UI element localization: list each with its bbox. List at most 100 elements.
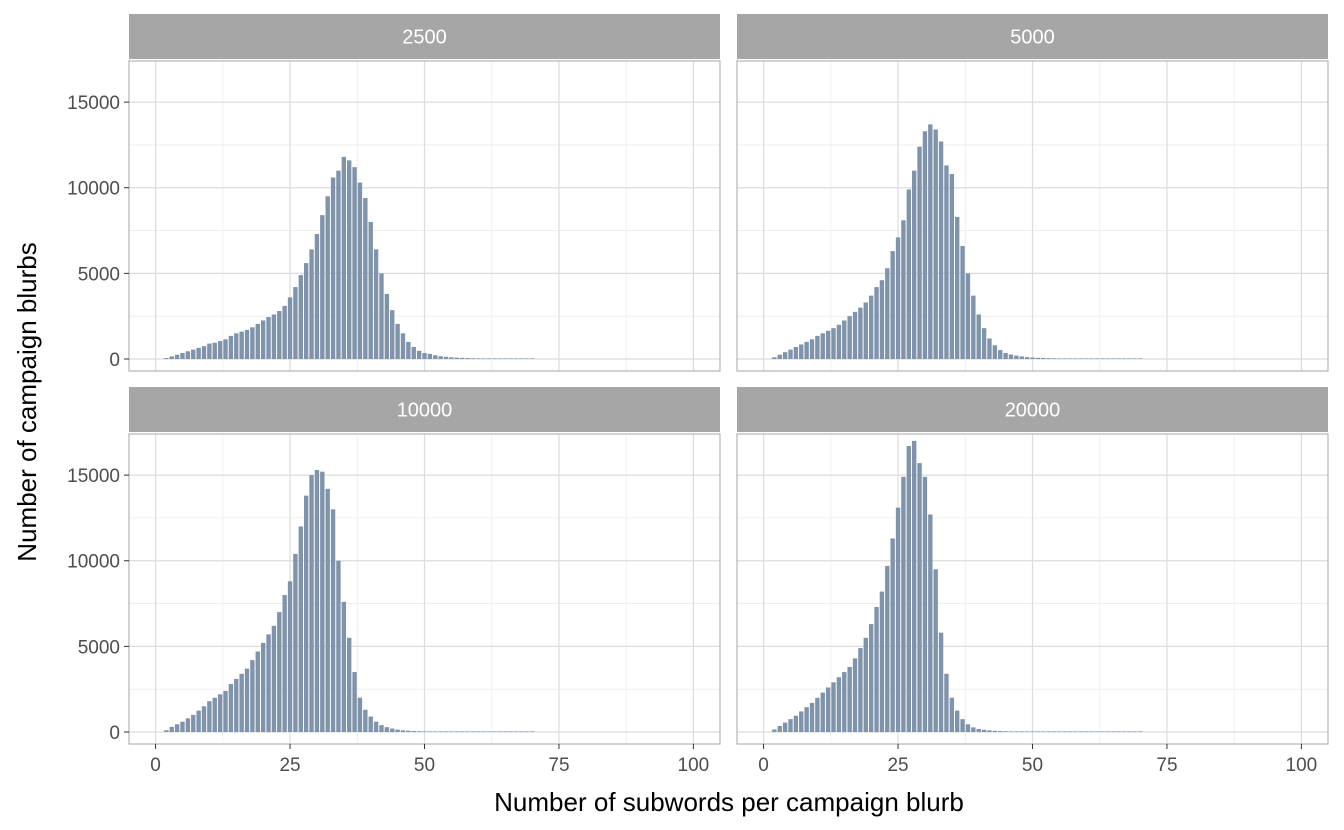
histogram-bar: [476, 358, 481, 359]
histogram-bar: [459, 731, 465, 732]
histogram-bar: [809, 339, 815, 359]
histogram-bar: [895, 507, 901, 732]
histogram-bar: [820, 692, 825, 732]
histogram-bar: [422, 353, 427, 359]
histogram-bar: [486, 358, 492, 359]
x-tick-label: 75: [548, 755, 569, 776]
y-tick-label: 0: [109, 723, 120, 744]
histogram-bar: [390, 728, 395, 732]
histogram-bar: [379, 725, 384, 732]
histogram-bar: [524, 731, 529, 732]
histogram-bar: [217, 341, 223, 359]
histogram-bar: [330, 509, 336, 732]
histogram-bar: [809, 702, 815, 732]
histogram-bar: [1014, 355, 1019, 359]
histogram-bar: [529, 731, 535, 732]
histogram-bar: [1041, 357, 1046, 359]
histogram-bar: [1116, 731, 1121, 732]
histogram-bar: [1132, 731, 1137, 732]
histogram-bar: [406, 341, 411, 359]
histogram-bar: [373, 249, 379, 359]
histogram-bar: [212, 342, 217, 359]
histogram-bar: [164, 357, 169, 359]
histogram-bar: [1057, 358, 1062, 359]
histogram-bar: [965, 724, 971, 732]
histogram-bar: [1121, 358, 1127, 359]
histogram-bar: [825, 687, 831, 732]
histogram-bar: [529, 358, 535, 359]
histogram-bar: [917, 146, 922, 359]
histogram-bar: [879, 280, 885, 359]
histogram-bar: [1051, 731, 1057, 732]
histogram-bar: [1127, 358, 1132, 359]
histogram-bar: [201, 706, 207, 732]
histogram-bar: [234, 333, 239, 359]
x-axis-title: Number of subwords per campaign blurb: [494, 787, 964, 817]
x-tick-label: 100: [678, 755, 710, 776]
histogram-bar: [863, 302, 868, 359]
histogram-bar: [502, 731, 508, 732]
y-axis-title: Number of campaign blurbs: [12, 242, 42, 561]
histogram-bar: [1078, 358, 1084, 359]
histogram-bar: [196, 347, 201, 359]
histogram-bar: [804, 341, 809, 359]
histogram-bar: [938, 141, 944, 359]
histogram-bar: [815, 697, 820, 732]
histogram-bar: [965, 273, 971, 359]
histogram-bar: [799, 344, 804, 359]
histogram-bar: [524, 358, 529, 359]
histogram-bar: [519, 358, 524, 359]
histogram-bar: [998, 350, 1003, 359]
panel-border: [736, 60, 1329, 372]
histogram-bar: [960, 245, 965, 359]
y-tick-label: 10000: [67, 179, 120, 200]
histogram-bar: [352, 672, 357, 732]
histogram-bar: [438, 356, 443, 359]
histogram-bar: [223, 690, 228, 732]
histogram-bar: [260, 320, 266, 359]
histogram-bar: [1137, 731, 1143, 732]
histogram-bar: [492, 358, 497, 359]
histogram-bar: [266, 634, 271, 732]
facet-strip-label: 2500: [402, 27, 447, 49]
histogram-bar: [842, 320, 847, 359]
histogram-bar: [782, 352, 788, 359]
x-tick-label: 75: [1156, 755, 1177, 776]
facet-strip-label: 20000: [1005, 400, 1061, 422]
histogram-bar: [1030, 731, 1035, 732]
facet-panel-20000: 20000 0 25 50 75 100: [736, 387, 1329, 776]
histogram-bar: [255, 651, 260, 732]
histogram-bar: [911, 440, 917, 732]
histogram-bar: [820, 333, 825, 359]
histogram-bar: [282, 594, 287, 732]
y-tick-label: 5000: [78, 637, 120, 658]
histogram-bar: [922, 131, 928, 359]
histogram-bar: [287, 581, 293, 732]
facet-strip-label: 5000: [1010, 27, 1055, 49]
histogram-bar: [271, 314, 277, 359]
histogram-bar: [357, 697, 363, 732]
histogram-bar: [890, 538, 895, 732]
histogram-bar: [976, 728, 981, 732]
histogram-bar: [777, 726, 782, 732]
histogram-bar: [320, 215, 325, 359]
histogram-bar: [836, 324, 842, 359]
histogram-bar: [1041, 731, 1046, 732]
histogram-bar: [852, 311, 858, 359]
facet-strip: [129, 387, 720, 432]
histogram-bar: [303, 495, 309, 732]
histogram-bar: [1073, 731, 1078, 732]
histogram-bar: [906, 189, 911, 359]
histogram-bar: [1019, 731, 1024, 732]
histogram-bar: [481, 731, 486, 732]
y-tick-label: 10000: [67, 552, 120, 573]
histogram-bar: [277, 612, 282, 732]
histogram-bar: [244, 329, 250, 359]
histogram-bar: [336, 560, 341, 732]
histogram-bar: [1062, 731, 1067, 732]
histogram-bar: [879, 591, 885, 732]
histogram-bar: [1110, 358, 1116, 359]
panels-layer: 2500050001000015000500010000050001000015…: [67, 14, 1329, 776]
histogram-bar: [1051, 358, 1057, 359]
